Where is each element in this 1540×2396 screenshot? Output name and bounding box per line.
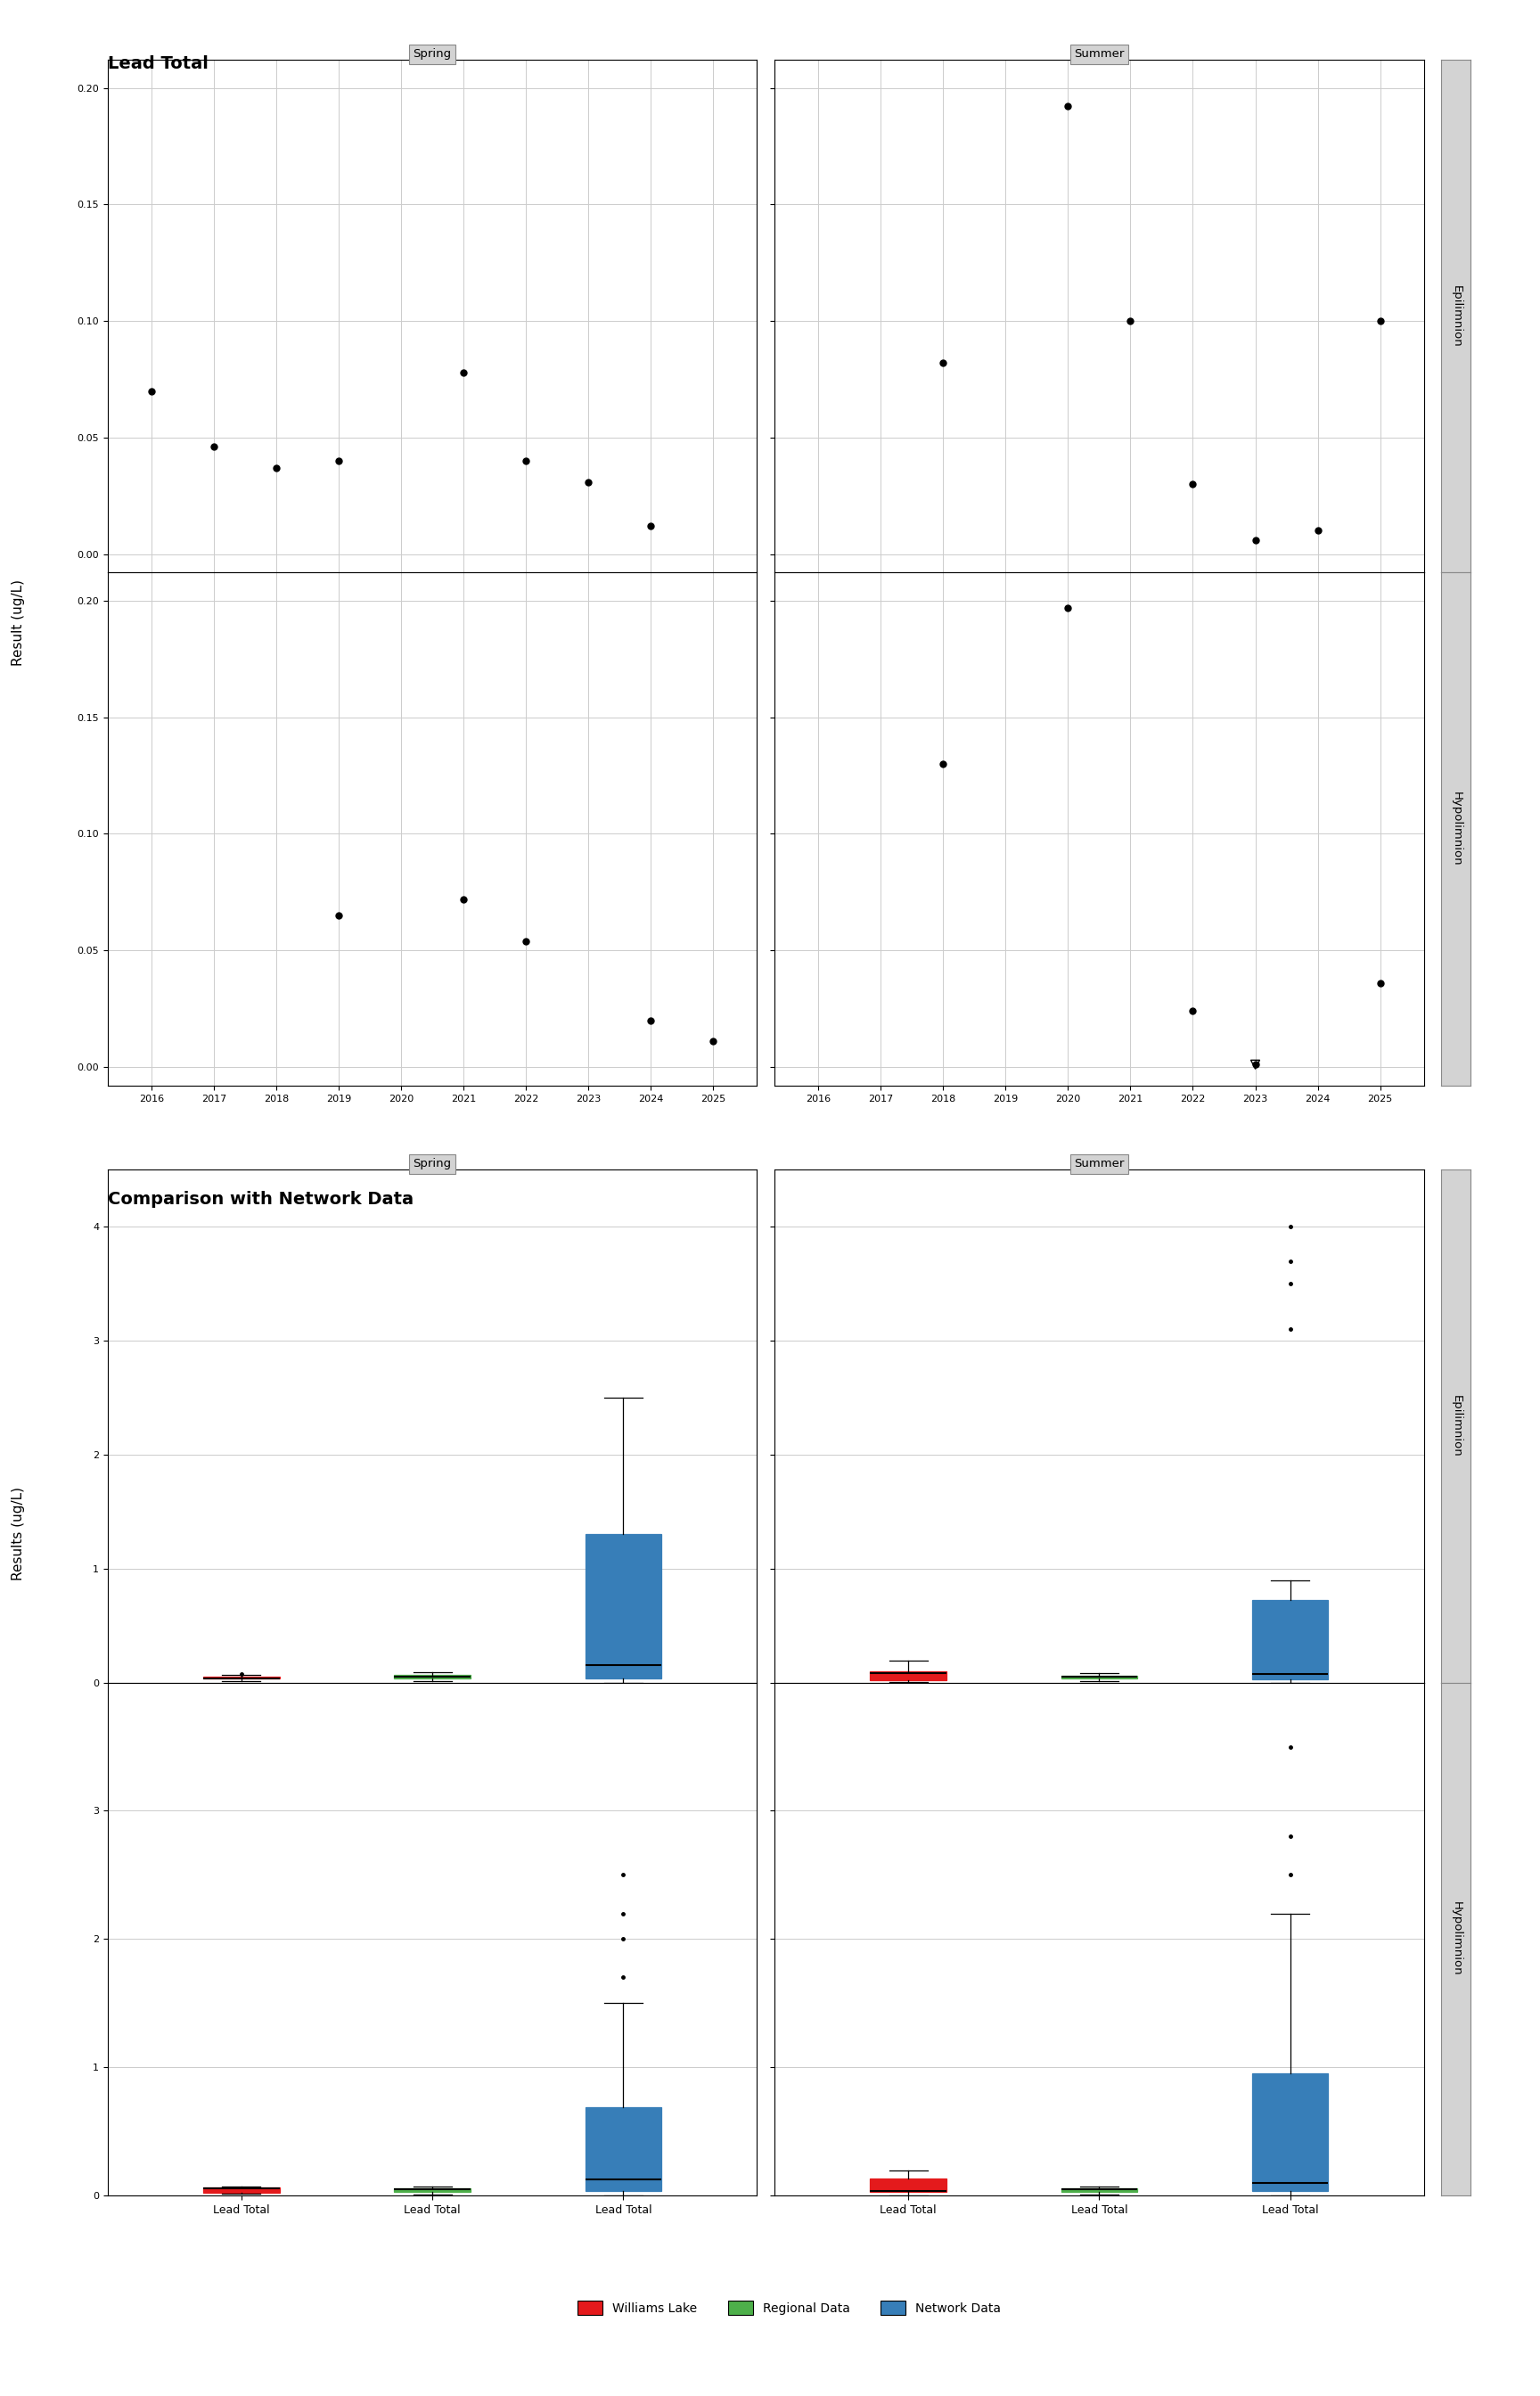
Point bbox=[514, 441, 539, 479]
PathPatch shape bbox=[585, 1533, 662, 1680]
Point bbox=[326, 896, 351, 934]
Text: Results (ug/L): Results (ug/L) bbox=[12, 1486, 25, 1581]
Point bbox=[514, 922, 539, 961]
Title: Spring: Spring bbox=[413, 1157, 451, 1169]
PathPatch shape bbox=[1252, 2073, 1329, 2192]
Point bbox=[576, 462, 601, 501]
Point bbox=[139, 371, 163, 410]
Point bbox=[451, 352, 476, 391]
Point bbox=[1181, 992, 1206, 1030]
Point bbox=[1306, 513, 1331, 551]
Title: Summer: Summer bbox=[1073, 1157, 1124, 1169]
Point bbox=[1181, 465, 1206, 503]
Point bbox=[930, 745, 955, 783]
PathPatch shape bbox=[1061, 1675, 1138, 1680]
Text: Hypolimnion: Hypolimnion bbox=[1451, 791, 1461, 867]
PathPatch shape bbox=[394, 1675, 471, 1677]
PathPatch shape bbox=[585, 2106, 662, 2190]
PathPatch shape bbox=[203, 2188, 280, 2192]
PathPatch shape bbox=[1061, 2188, 1138, 2192]
Point bbox=[1243, 1045, 1267, 1083]
Legend: Williams Lake, Regional Data, Network Data: Williams Lake, Regional Data, Network Da… bbox=[578, 2300, 1001, 2315]
Point bbox=[202, 426, 226, 465]
Text: Lead Total: Lead Total bbox=[108, 55, 208, 72]
Title: Summer: Summer bbox=[1073, 48, 1124, 60]
Text: Result (ug/L): Result (ug/L) bbox=[12, 580, 25, 666]
Point bbox=[1368, 963, 1392, 1002]
Point bbox=[1056, 86, 1081, 125]
Point bbox=[451, 879, 476, 918]
Point bbox=[639, 508, 664, 546]
Text: Epilimnion: Epilimnion bbox=[1451, 285, 1461, 347]
Text: Epilimnion: Epilimnion bbox=[1451, 1394, 1461, 1457]
Text: Comparison with Network Data: Comparison with Network Data bbox=[108, 1191, 414, 1208]
Point bbox=[1243, 1045, 1267, 1083]
PathPatch shape bbox=[1252, 1601, 1329, 1680]
Point bbox=[1118, 302, 1143, 340]
Point bbox=[1056, 589, 1081, 628]
Text: Hypolimnion: Hypolimnion bbox=[1451, 1902, 1461, 1977]
Point bbox=[263, 448, 288, 486]
Point bbox=[701, 1023, 725, 1061]
Point bbox=[1243, 520, 1267, 558]
PathPatch shape bbox=[870, 1670, 947, 1680]
PathPatch shape bbox=[394, 2188, 471, 2192]
Title: Spring: Spring bbox=[413, 48, 451, 60]
Point bbox=[930, 343, 955, 381]
Point bbox=[1368, 302, 1392, 340]
PathPatch shape bbox=[870, 2178, 947, 2192]
Point bbox=[639, 1002, 664, 1040]
Point bbox=[326, 441, 351, 479]
